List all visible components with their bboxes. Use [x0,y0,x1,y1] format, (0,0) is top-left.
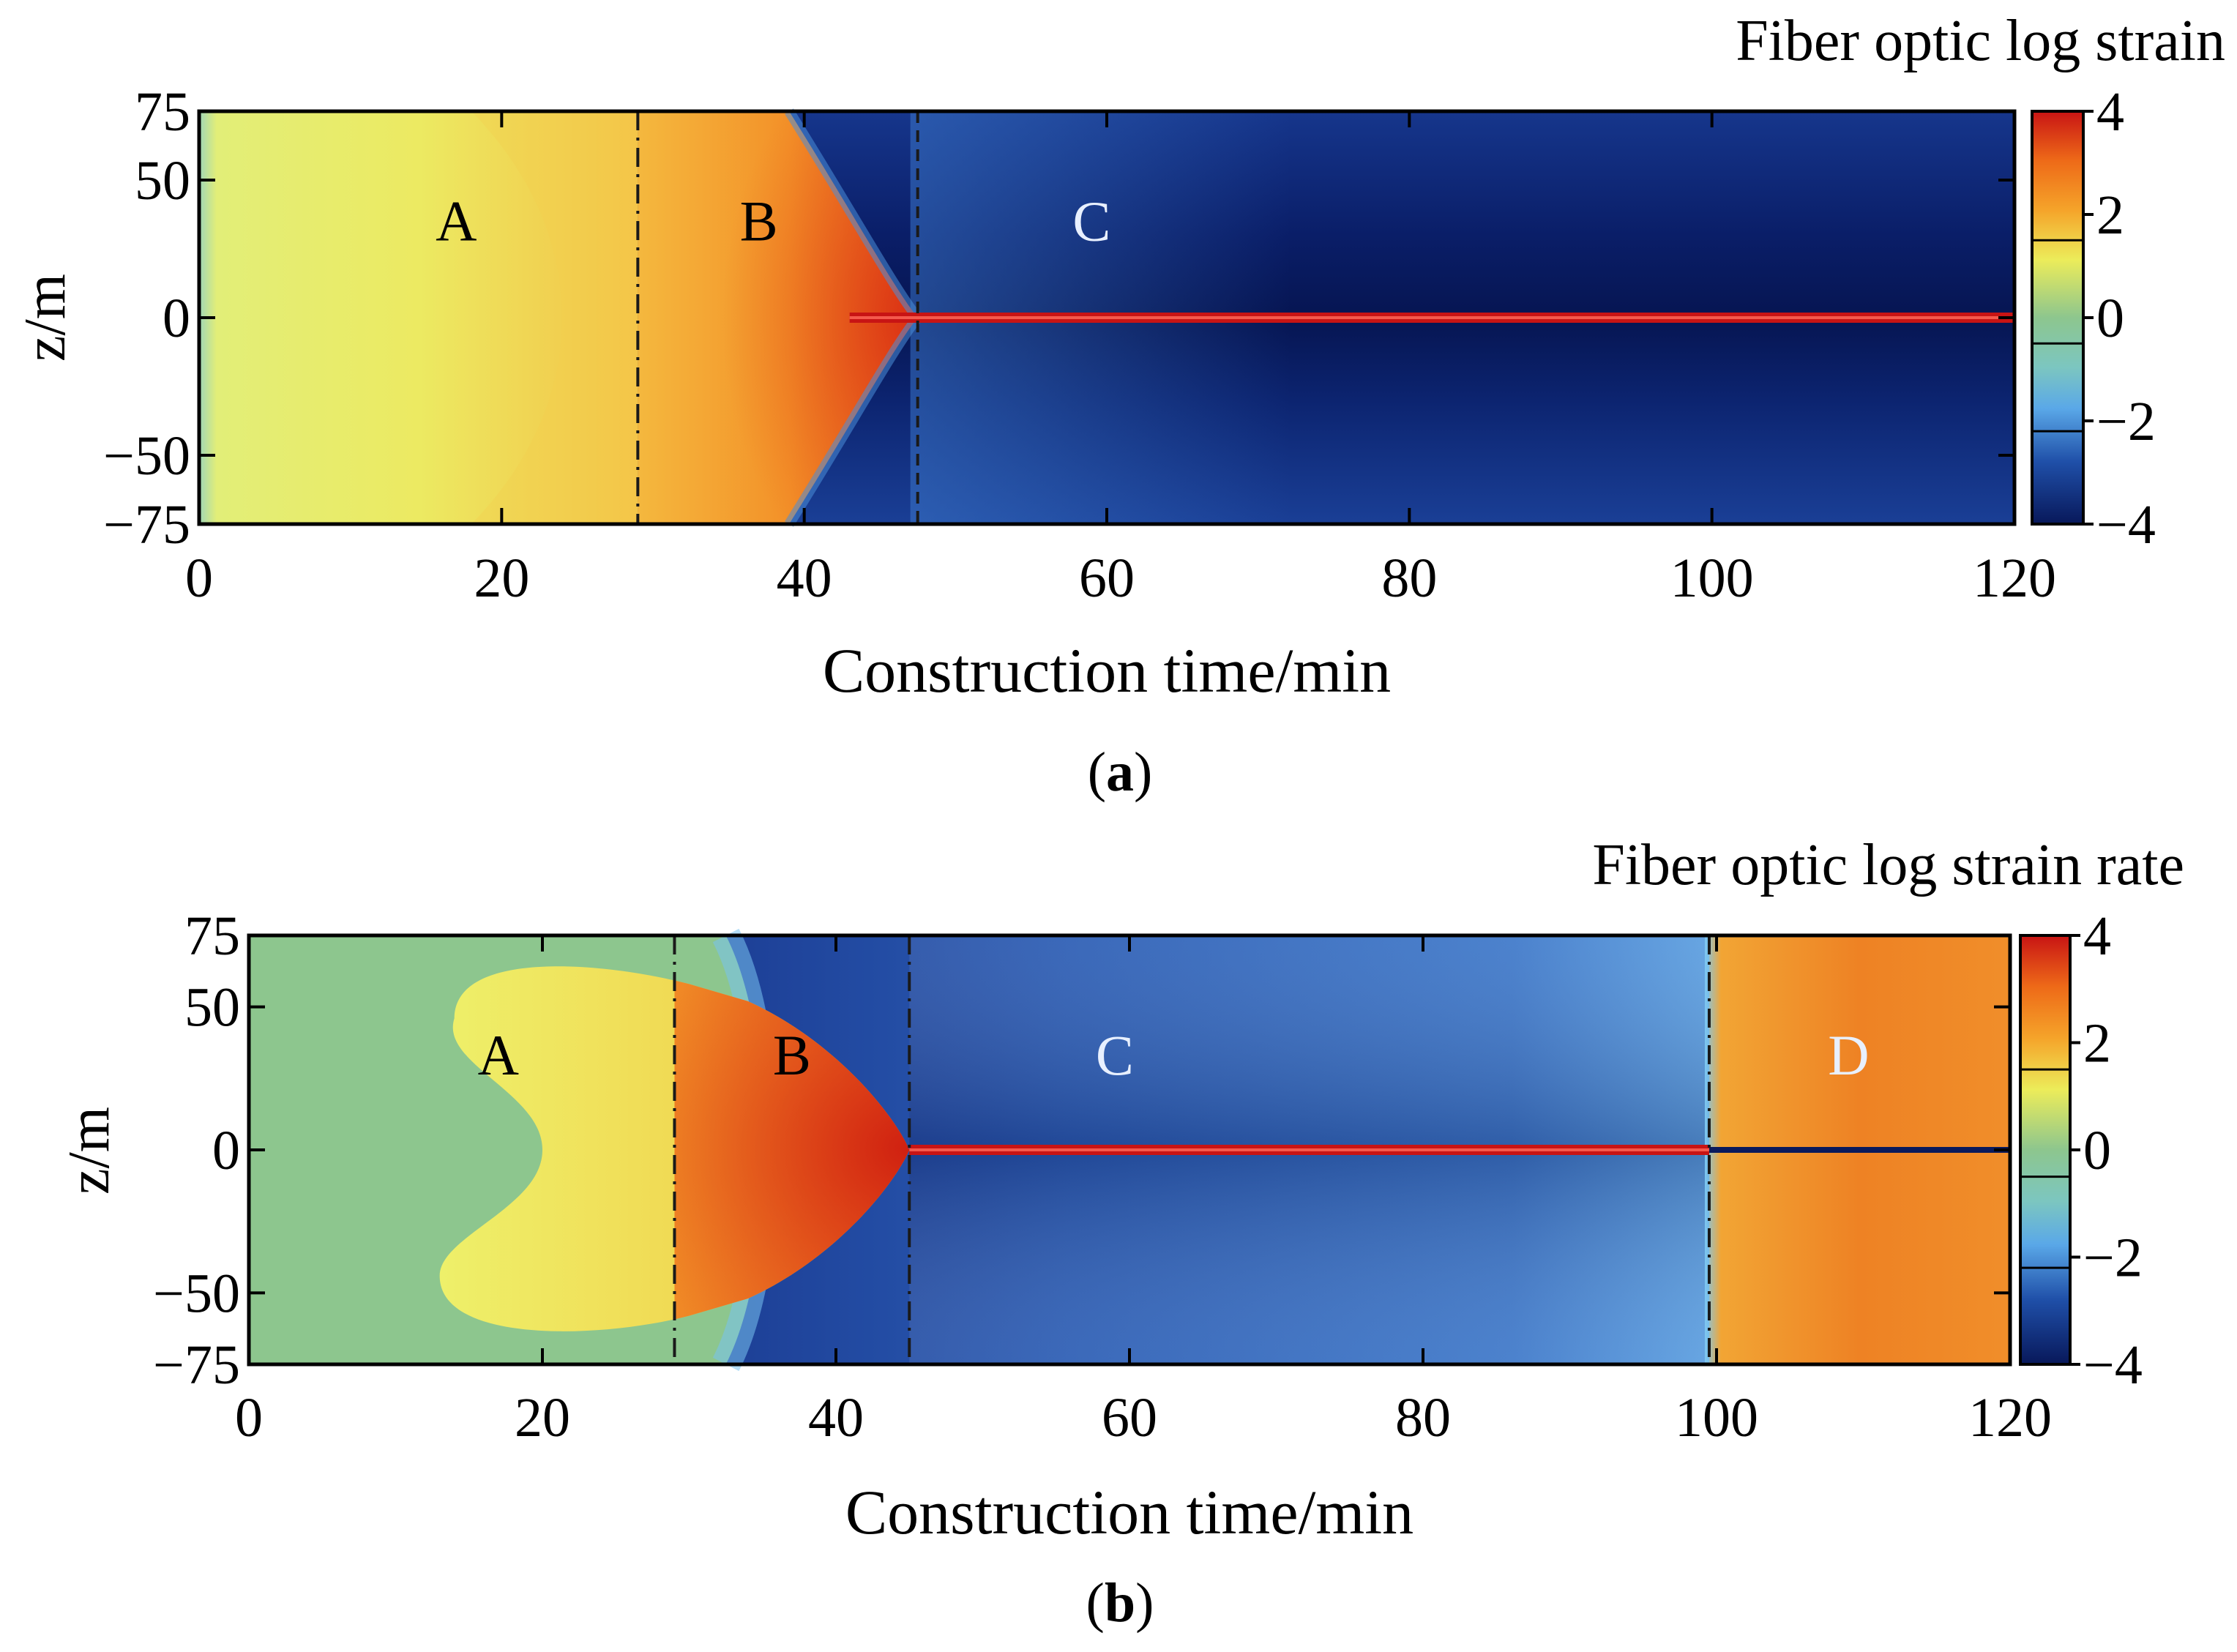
colorbar-tick-label: 0 [2096,288,2124,349]
y-tick-label: −75 [103,494,190,556]
colorbar-tick-label: 0 [2083,1120,2111,1181]
colorbar [2031,110,2085,526]
colorbar-tick-label: 2 [2096,184,2124,246]
x-axis-label: Construction time/min [823,635,1391,706]
x-tick-label: 40 [777,547,832,609]
colorbar-tick-label: −4 [2083,1334,2143,1396]
x-tick-label: 60 [1102,1387,1157,1449]
zone-label-a: A [436,190,477,253]
y-tick-label: −50 [103,425,190,487]
panel-label: (a) [1088,741,1153,803]
y-axis-label: z/m [57,1107,122,1195]
colorbar-title: Fiber optic log strain [1736,9,2225,73]
zone-label-c: C [1072,190,1110,253]
colorbar [2019,934,2072,1366]
center-line-highlight [909,1148,1709,1151]
x-tick-label: 20 [474,547,529,609]
y-tick-label: 50 [135,150,190,212]
x-axis-label: Construction time/min [845,1477,1413,1547]
zone-b-hotspot [674,980,910,1320]
zone-label-b: B [773,1023,811,1087]
x-tick-label: 0 [235,1387,263,1449]
x-tick-label: 60 [1079,547,1135,609]
y-tick-label: 75 [135,81,190,143]
zone-label-c: C [1096,1023,1134,1087]
x-tick-label: 40 [808,1387,864,1449]
colorbar-tick-label: −4 [2096,494,2156,556]
x-tick-label: 120 [1973,547,2056,609]
y-tick-label: 0 [163,288,190,349]
y-tick-label: −75 [153,1334,240,1396]
zone-label-a: A [478,1023,519,1087]
colorbar-tick-label: 2 [2083,1013,2111,1074]
center-line-d [1708,1147,2010,1153]
x-tick-label: 20 [515,1387,570,1449]
y-axis-label: z/m [13,274,78,362]
x-tick-label: 0 [185,547,213,609]
x-tick-label: 80 [1381,547,1437,609]
colorbar-tick-label: −2 [2083,1227,2143,1289]
zone-label-b: B [740,190,778,253]
x-tick-label: 100 [1675,1387,1758,1449]
colorbar-tick-label: 4 [2096,81,2124,143]
y-tick-label: 0 [212,1120,240,1181]
zone-label-d: D [1828,1023,1869,1087]
zone-a-shading [471,111,638,524]
panel-label: (b) [1086,1572,1154,1634]
center-line-highlight [849,316,2014,319]
x-tick-label: 120 [1968,1387,2052,1449]
zone-a-field [199,111,638,524]
colorbar-title: Fiber optic log strain rate [1592,833,2184,897]
x-tick-label: 100 [1670,547,1754,609]
y-tick-label: 75 [184,905,240,967]
colorbar-tick-label: −2 [2096,391,2156,452]
y-tick-label: −50 [153,1263,240,1324]
x-tick-label: 80 [1395,1387,1451,1449]
colorbar-tick-label: 4 [2083,905,2111,967]
y-tick-label: 50 [184,977,240,1039]
